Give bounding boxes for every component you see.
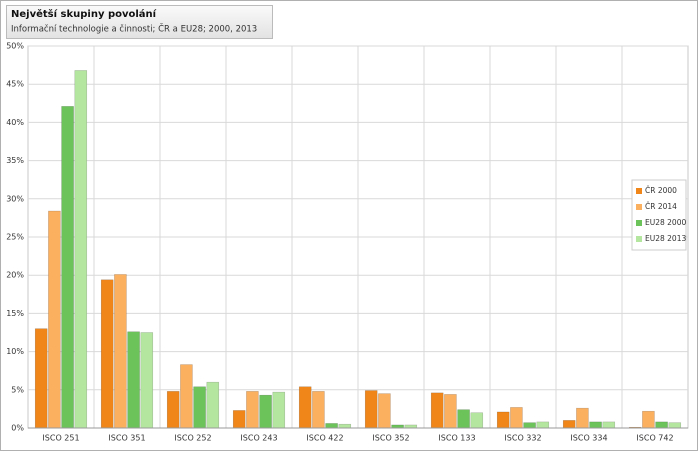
bar: [180, 364, 193, 429]
bar: [232, 410, 246, 429]
bar: [602, 421, 616, 429]
x-tick-label: ISCO 243: [240, 434, 277, 443]
y-tick-label: 15%: [6, 309, 24, 318]
x-tick-label: ISCO 133: [438, 434, 475, 443]
bar: [193, 386, 206, 429]
bar: [510, 407, 523, 429]
x-tick-label: ISCO 352: [372, 434, 409, 443]
x-tick-label: ISCO 422: [306, 434, 343, 443]
legend-swatch: [636, 236, 642, 242]
y-tick-label: 20%: [6, 271, 24, 280]
legend-label: EU28 2013: [645, 234, 686, 243]
bar: [140, 332, 154, 429]
x-tick-label: ISCO 334: [570, 434, 607, 443]
bar: [589, 421, 602, 429]
bar: [100, 279, 114, 429]
legend-swatch: [636, 188, 642, 194]
chart-title: Největší skupiny povolání: [11, 8, 157, 20]
legend-label: EU28 2000: [645, 218, 686, 227]
x-tick-label: ISCO 251: [42, 434, 79, 443]
bar: [470, 412, 484, 429]
y-tick-label: 10%: [6, 347, 24, 356]
legend-swatch: [636, 204, 642, 210]
legend-label: ČR 2014: [645, 202, 677, 211]
bar: [364, 390, 378, 429]
bar: [457, 409, 470, 429]
legend-label: ČR 2000: [645, 186, 677, 195]
bar: [655, 421, 668, 429]
bar: [642, 410, 655, 429]
y-tick-label: 0%: [11, 424, 24, 433]
bar: [523, 422, 536, 429]
y-tick-label: 5%: [11, 385, 24, 394]
bar: [536, 421, 550, 429]
chart-subtitle: Informační technologie a činnosti; ČR a …: [11, 23, 257, 35]
bar: [48, 210, 61, 429]
x-tick-label: ISCO 252: [174, 434, 211, 443]
y-tick-label: 25%: [6, 233, 24, 242]
title-box: [6, 5, 273, 39]
bar: [74, 70, 88, 429]
y-tick-label: 40%: [6, 118, 24, 127]
bar: [34, 328, 48, 429]
bar: [166, 391, 180, 429]
x-tick-label: ISCO 332: [504, 434, 541, 443]
bar: [246, 391, 259, 429]
bar: [430, 392, 444, 429]
x-tick-label: ISCO 742: [636, 434, 673, 443]
bar: [325, 423, 338, 429]
bar: [338, 423, 352, 429]
bar: [127, 331, 140, 429]
y-tick-label: 30%: [6, 194, 24, 203]
bar: [312, 391, 325, 429]
y-tick-label: 35%: [6, 156, 24, 165]
bar: [298, 386, 312, 429]
bar: [378, 393, 391, 429]
bar: [114, 274, 127, 429]
legend-swatch: [636, 220, 642, 226]
y-tick-label: 50%: [6, 42, 24, 51]
bar: [668, 422, 682, 429]
y-tick-label: 45%: [6, 80, 24, 89]
bar: [259, 394, 272, 429]
x-tick-label: ISCO 351: [108, 434, 145, 443]
bar: [206, 381, 220, 429]
bar: [272, 391, 286, 429]
bar: [496, 411, 510, 429]
bar: [444, 394, 457, 429]
bar: [562, 420, 576, 429]
bar: [576, 407, 589, 429]
bar: [61, 106, 74, 429]
